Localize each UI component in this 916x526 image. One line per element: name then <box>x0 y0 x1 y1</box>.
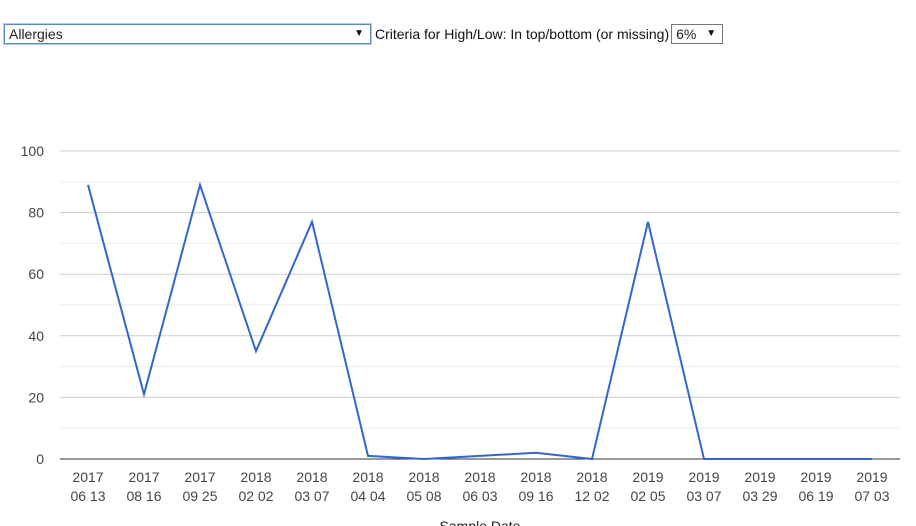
x-tick-label: 2018 09 16 <box>518 469 553 504</box>
y-tick-label: 80 <box>28 205 44 221</box>
y-tick-label: 0 <box>36 451 44 467</box>
y-tick-label: 100 <box>21 143 45 159</box>
criteria-label: Criteria for High/Low: In top/bottom (or… <box>375 26 670 42</box>
controls-bar: Allergies ▼ Criteria for High/Low: In to… <box>4 24 724 44</box>
dropdown-arrow-icon: ▼ <box>706 28 717 39</box>
x-tick-label: 2018 05 08 <box>406 469 441 504</box>
x-tick-label: 2018 03 07 <box>294 469 329 504</box>
gridlines <box>60 150 900 429</box>
series-line <box>87 181 872 461</box>
x-axis-title: Sample Date <box>440 518 521 526</box>
dropdown-arrow-icon: ▼ <box>354 28 364 39</box>
x-tick-label: 2018 02 02 <box>238 469 273 504</box>
y-tick-label: 60 <box>28 266 44 282</box>
y-tick-label: 40 <box>28 328 44 344</box>
x-tick-label: 2019 03 07 <box>686 469 721 504</box>
percent-select-value: 6% <box>676 26 697 42</box>
y-tick-label: 20 <box>28 389 44 405</box>
x-tick-label: 2018 04 04 <box>350 469 385 504</box>
percent-select[interactable]: 6% ▼ <box>671 24 724 44</box>
x-tick-label: 2018 06 03 <box>462 469 497 504</box>
x-tick-label: 2019 07 03 <box>854 469 889 504</box>
x-tick-label: 2019 06 19 <box>798 469 833 504</box>
x-tick-label: 2017 08 16 <box>126 469 161 504</box>
x-tick-label: 2017 06 13 <box>70 469 105 504</box>
category-select-value: Allergies <box>9 26 63 42</box>
y-axis-ticks: 0 20 40 60 80 100 <box>21 143 45 467</box>
x-tick-label: 2018 12 02 <box>574 469 609 504</box>
x-tick-label: 2017 09 25 <box>182 469 217 504</box>
x-axis-ticks: 2017 06 13 2017 08 16 2017 09 25 2018 02 02 2018… <box>70 469 889 504</box>
category-select[interactable]: Allergies ▼ <box>4 24 371 44</box>
x-tick-label: 2019 02 05 <box>630 469 665 504</box>
x-tick-label: 2019 03 29 <box>742 469 777 504</box>
